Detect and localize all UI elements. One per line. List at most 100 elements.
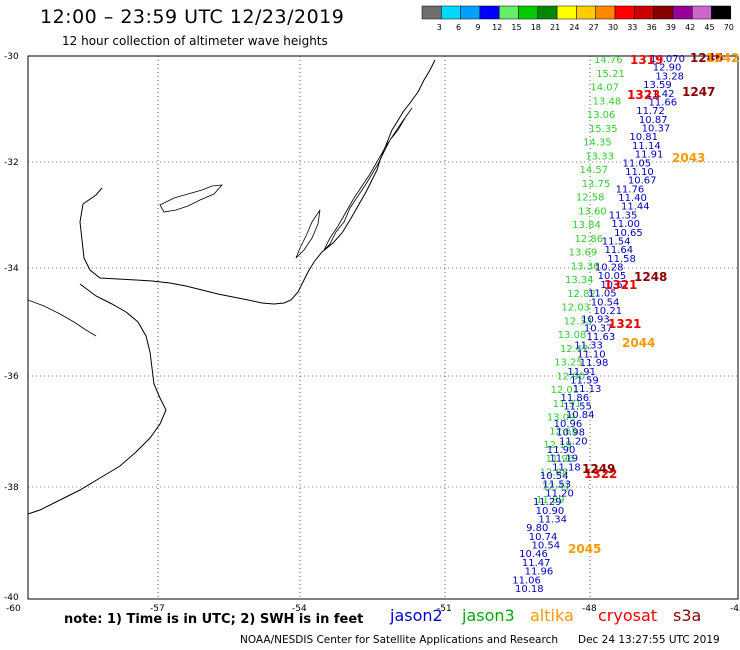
jason2-wave-height: 13.59 bbox=[643, 80, 672, 91]
jason3-wave-height: 15.35 bbox=[589, 124, 618, 135]
cryosat-pass-label: 1319 bbox=[630, 53, 663, 67]
jason2-wave-height: 11.55 bbox=[563, 402, 592, 413]
jason3-wave-height: 13.69 bbox=[569, 248, 598, 259]
jason3-wave-height: 13.34 bbox=[565, 275, 594, 286]
jason2-wave-height: 12.90 bbox=[653, 63, 682, 74]
altika-pass-label: 2044 bbox=[622, 336, 655, 350]
map-frame bbox=[27, 55, 739, 600]
legend-jason3: jason3 bbox=[462, 606, 515, 625]
jason3-wave-height: 12.90 bbox=[556, 371, 585, 382]
jason3-wave-height: 15.21 bbox=[596, 69, 625, 80]
longitude-label: -51 bbox=[437, 604, 452, 614]
jason2-wave-height: 11.44 bbox=[621, 202, 650, 213]
jason2-wave-height: 10.93 bbox=[581, 315, 610, 326]
scale-label: 27 bbox=[589, 23, 599, 32]
scale-label: 6 bbox=[456, 23, 461, 32]
jason3-wave-height: 14.57 bbox=[580, 165, 609, 176]
jason2-wave-height: 11.72 bbox=[636, 106, 665, 117]
jason3-wave-height: 13.08 bbox=[558, 330, 587, 341]
legend-jason2: jason2 bbox=[390, 606, 443, 625]
jason3-wave-height: 11.89 bbox=[536, 495, 565, 506]
jason2-wave-height: 10.37 bbox=[642, 124, 671, 135]
s3a-pass-label: 1248 bbox=[634, 270, 667, 284]
cryosat-pass-label: 1322 bbox=[584, 467, 617, 481]
scale-swatch bbox=[711, 5, 732, 20]
longitude-label: -60 bbox=[6, 604, 21, 614]
scale-label: 39 bbox=[666, 23, 676, 32]
lake-outline bbox=[295, 209, 321, 259]
jason3-wave-height: 13.36 bbox=[571, 261, 600, 272]
jason2-wave-height: 11.59 bbox=[570, 375, 599, 386]
jason3-wave-height: 12.65 bbox=[549, 426, 578, 437]
jason2-wave-height: 11.98 bbox=[580, 358, 609, 369]
cryosat-pass-label: 1321 bbox=[604, 278, 637, 292]
scale-label: 21 bbox=[550, 23, 560, 32]
lagoon-outline bbox=[323, 107, 413, 251]
latitude-label: -30 bbox=[4, 52, 19, 62]
jason3-wave-height: 13.60 bbox=[578, 206, 607, 217]
estuary-outline bbox=[159, 184, 223, 213]
longitude-label: -54 bbox=[292, 604, 307, 614]
page-title: 12:00 – 23:59 UTC 12/23/2019 bbox=[40, 6, 345, 28]
s3a-pass-label: 1249 bbox=[582, 462, 615, 476]
jason3-wave-height: 14.35 bbox=[583, 138, 612, 149]
altika-pass-label: 1242 bbox=[706, 51, 739, 65]
latitude-label: -40 bbox=[4, 593, 19, 603]
scale-label: 3 bbox=[437, 23, 442, 32]
scale-label: 30 bbox=[608, 23, 618, 32]
scale-label: 70 bbox=[724, 23, 734, 32]
jason2-wave-height: 10.81 bbox=[629, 132, 658, 143]
jason3-wave-height: 13.84 bbox=[572, 220, 601, 231]
jason2-wave-height: 10.54 bbox=[531, 541, 560, 552]
jason2-wave-height: 11.18 bbox=[552, 462, 581, 473]
jason2-wave-height: 10.84 bbox=[566, 410, 595, 421]
jason2-wave-height: 10.05 bbox=[598, 271, 627, 282]
latitude-label: -32 bbox=[4, 158, 19, 168]
jason2-wave-height: 9.80 bbox=[526, 523, 548, 534]
jason2-wave-height: 11.34 bbox=[538, 514, 567, 525]
jason2-wave-height: 11.13 bbox=[573, 384, 602, 395]
jason3-wave-height: 12.86 bbox=[574, 234, 603, 245]
jason2-wave-height: 11.35 bbox=[609, 210, 638, 221]
cryosat-pass-label: 1321 bbox=[608, 317, 641, 331]
scale-label: 18 bbox=[531, 23, 541, 32]
jason2-wave-height: 10.54 bbox=[540, 471, 569, 482]
longitude-label: -45 bbox=[730, 604, 740, 614]
jason2-wave-height: 10.18 bbox=[515, 584, 544, 595]
longitude-label: -57 bbox=[150, 604, 165, 614]
jason2-wave-height: 11.14 bbox=[632, 141, 661, 152]
jason2-wave-height: 11.90 bbox=[547, 445, 576, 456]
jason2-wave-height: 11.20 bbox=[545, 488, 574, 499]
jason2-wave-height: 10.67 bbox=[628, 176, 657, 187]
jason3-wave-height: 13.06 bbox=[587, 110, 616, 121]
scale-label: 36 bbox=[647, 23, 657, 32]
scale-label: 15 bbox=[511, 23, 521, 32]
coastline bbox=[79, 59, 436, 305]
jason2-wave-height: 11.10 bbox=[577, 349, 606, 360]
jason3-wave-height: 12.33 bbox=[564, 316, 593, 327]
legend-altika: altika bbox=[530, 606, 574, 625]
jason3-wave-height: 13.25 bbox=[554, 358, 583, 369]
jason2-wave-height: 11.53 bbox=[543, 480, 572, 491]
jason2-wave-height: 11.66 bbox=[649, 97, 678, 108]
jason3-wave-height: 12.68 bbox=[540, 468, 569, 479]
latitude-label: -36 bbox=[4, 372, 19, 382]
altika-pass-label: 2045 bbox=[568, 542, 601, 556]
s3a-pass-label: 1246 bbox=[690, 51, 723, 65]
latitude-label: -38 bbox=[4, 483, 19, 493]
cryosat-pass-label: 1323 bbox=[627, 88, 660, 102]
jason2-wave-height: 10.67 bbox=[600, 280, 629, 291]
jason2-wave-height: 11.20 bbox=[559, 436, 588, 447]
jason2-wave-height: 10.87 bbox=[639, 115, 668, 126]
jason2-wave-height: 10.54 bbox=[591, 297, 620, 308]
jason3-wave-height: 12.19 bbox=[543, 440, 572, 451]
jason2-wave-height: 10.46 bbox=[519, 549, 548, 560]
scale-label: 9 bbox=[475, 23, 480, 32]
jason2-wave-height: 11.47 bbox=[522, 558, 551, 569]
jason2-wave-height: 11.05 bbox=[622, 158, 651, 169]
jason2-wave-height: 11.29 bbox=[533, 497, 562, 508]
river-outline bbox=[27, 299, 97, 337]
longitude-label: -48 bbox=[582, 604, 597, 614]
jason2-wave-height: 11.33 bbox=[574, 341, 603, 352]
